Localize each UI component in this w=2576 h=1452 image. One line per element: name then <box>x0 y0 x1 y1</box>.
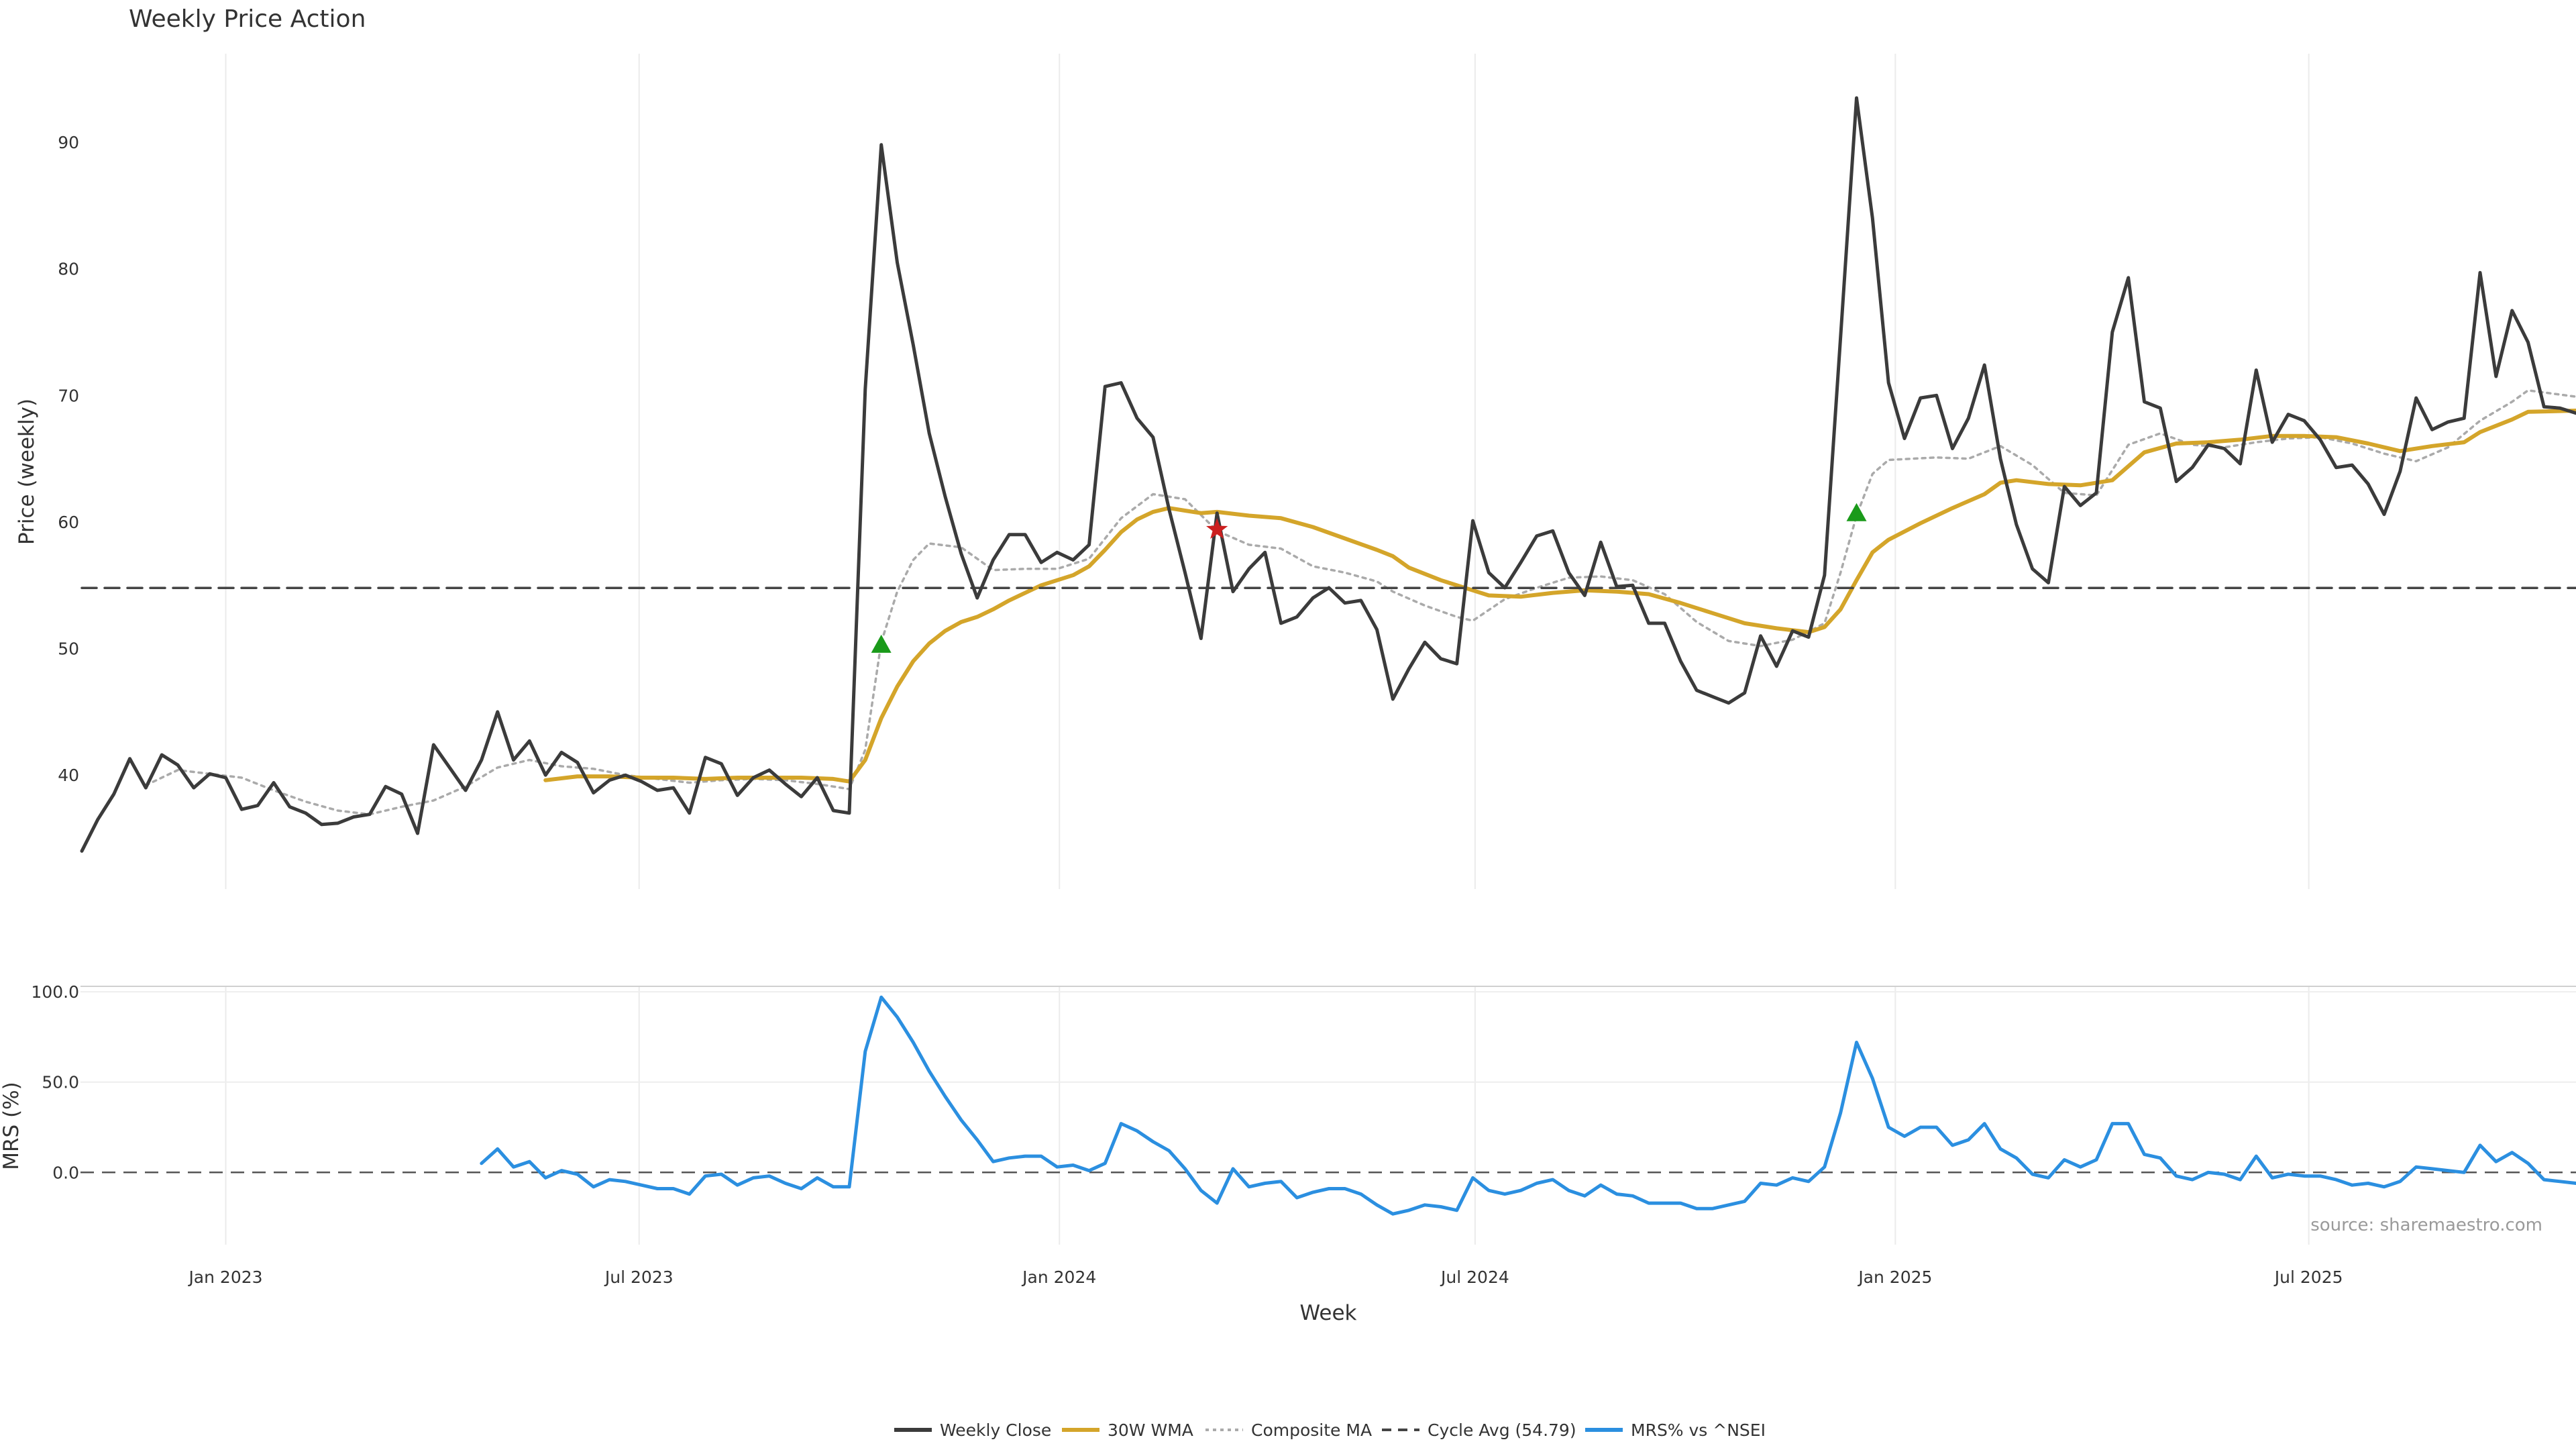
x-tick-label: Jan 2025 <box>1857 1267 1932 1287</box>
x-tick-label: Jul 2023 <box>604 1267 674 1287</box>
x-axis-label: Week <box>1300 1301 1357 1325</box>
series-composite-ma <box>144 389 2576 816</box>
price-y-tick-label: 90 <box>58 133 79 152</box>
price-y-tick-label: 70 <box>58 386 79 405</box>
price-y-tick-label: 80 <box>58 260 79 279</box>
x-tick-label: Jul 2024 <box>1440 1267 1509 1287</box>
source-note: source: sharemaestro.com <box>2310 1215 2542 1235</box>
legend-label-composite-ma: Composite MA <box>1251 1420 1372 1440</box>
legend-label-weekly-close: Weekly Close <box>940 1420 1051 1440</box>
sell-signal-marker <box>1206 518 1228 539</box>
series-30w-wma <box>543 409 2576 784</box>
price-axis-label: Price (weekly) <box>15 399 39 545</box>
mrs-y-tick-label: 50.0 <box>42 1073 79 1092</box>
price-y-tick-label: 60 <box>58 513 79 532</box>
series-weekly-close <box>80 96 2576 853</box>
legend: Weekly Close 30W WMA Composite MA Cycle Avg… <box>894 1420 1766 1440</box>
x-tick-label: Jan 2024 <box>1021 1267 1096 1287</box>
buy-signal-marker <box>871 634 892 653</box>
mrs-y-tick-label: 0.0 <box>52 1163 79 1182</box>
buy-signal-marker <box>1846 503 1867 521</box>
series-mrs-vs-nsei <box>480 995 2576 1216</box>
legend-label-cycle-avg-54-79: Cycle Avg (54.79) <box>1428 1420 1576 1440</box>
price-y-tick-label: 40 <box>58 766 79 785</box>
x-axis: Jan 2023 Jul 2023 Jan 2024 Jul 2024 Jan 2025… <box>187 1267 2343 1287</box>
legend-label-mrs-vs-nsei: MRS% vs ^NSEI <box>1631 1420 1766 1440</box>
x-tick-label: Jul 2025 <box>2273 1267 2343 1287</box>
mrs-panel: 0.0 50.0 100.0 <box>31 982 2576 1245</box>
chart-title: Weekly Price Action <box>129 5 366 33</box>
legend-label-30w-wma: 30W WMA <box>1108 1420 1193 1440</box>
price-panel: 40 50 60 70 80 90 <box>58 54 2576 889</box>
x-tick-label: Jan 2023 <box>187 1267 262 1287</box>
mrs-y-tick-label: 100.0 <box>31 982 79 1002</box>
mrs-axis-label: MRS (%) <box>0 1082 23 1170</box>
price-y-tick-label: 50 <box>58 639 79 659</box>
